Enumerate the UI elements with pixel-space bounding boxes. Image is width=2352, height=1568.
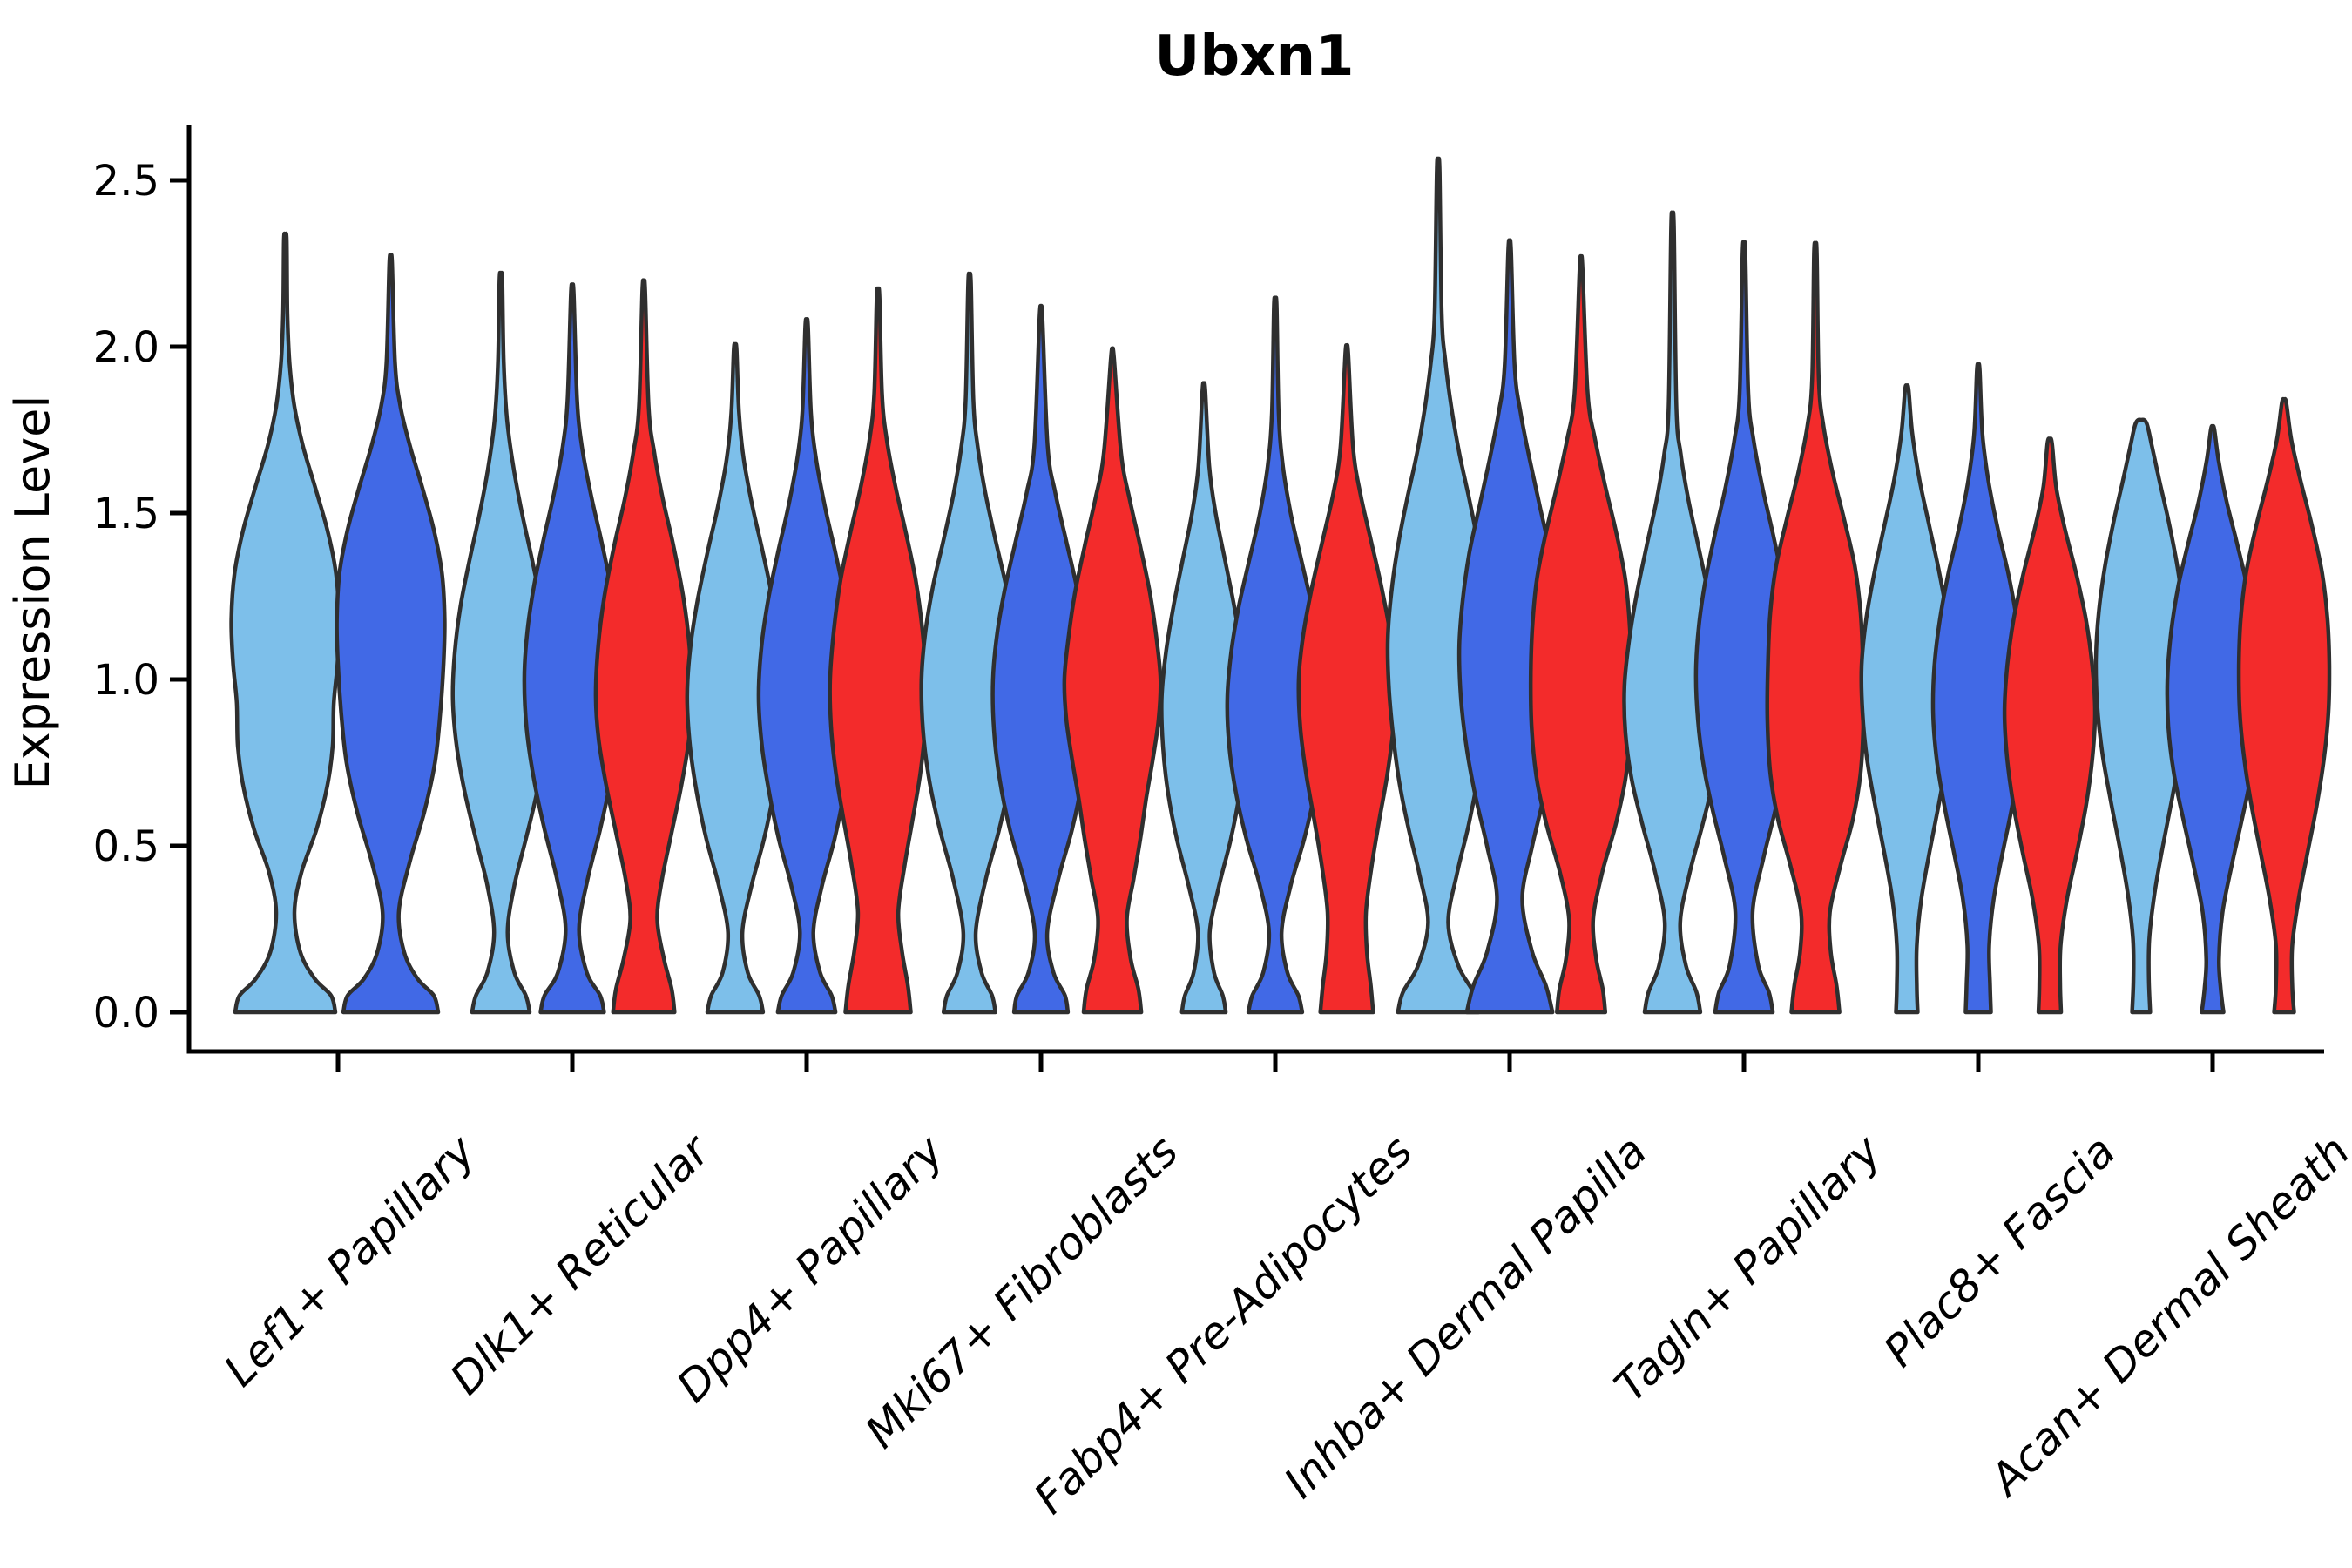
y-tick-label: 1.0 [93, 656, 159, 705]
violin-dpp4-papillary-red [828, 286, 929, 1015]
violin-lef1-papillary-skyblue [229, 231, 341, 1015]
violin-dlk1-reticular-royalblue [522, 282, 623, 1015]
violin-plac8-fascia-red [2002, 436, 2098, 1015]
y-axis-label: Expression Level [5, 395, 60, 790]
y-tick-label: 1.5 [93, 490, 159, 538]
violin-dlk1-reticular-skyblue [450, 270, 551, 1015]
violin-tagln-papillary-red [1765, 240, 1866, 1015]
violin-fabp4-pre-adipocytes-skyblue [1159, 381, 1248, 1015]
violin-mki67-fibroblasts-royalblue [990, 303, 1092, 1015]
axes [170, 125, 2324, 1072]
violin-dpp4-papillary-skyblue [685, 341, 786, 1015]
x-tick-label-fabp4-pre-adipocytes: Fabp4+ Pre-Adipocytes [1024, 1125, 1423, 1524]
violins [229, 156, 2332, 1015]
x-tick-label-plac8-fascia: Plac8+ Fascia [1875, 1125, 2126, 1376]
y-tick-label: 0.0 [93, 989, 159, 1037]
violin-dpp4-papillary-royalblue [756, 317, 857, 1015]
x-tick-label-lef1-papillary: Lef1+ Papillary [214, 1125, 485, 1396]
violin-fabp4-pre-adipocytes-royalblue [1225, 295, 1326, 1015]
violin-mki67-fibroblasts-red [1062, 346, 1163, 1015]
y-tick-label: 2.0 [93, 323, 159, 372]
y-tick-label: 2.5 [93, 157, 159, 206]
violin-acan-dermal-sheath-red [2236, 396, 2332, 1015]
violin-acan-dermal-sheath-skyblue [2093, 417, 2189, 1015]
y-tick-label: 0.5 [93, 822, 159, 871]
violin-lef1-papillary-royalblue [335, 253, 447, 1015]
violin-fabp4-pre-adipocytes-red [1296, 342, 1397, 1015]
violin-acan-dermal-sheath-royalblue [2165, 423, 2261, 1015]
chart-title: Ubxn1 [1154, 24, 1354, 89]
violin-inhba-dermal-papilla-red [1528, 253, 1634, 1015]
violin-dlk1-reticular-red [593, 278, 694, 1015]
violin-plac8-fascia-skyblue [1859, 383, 1955, 1015]
x-tick-label-dlk1-reticular: Dlk1+ Reticular [441, 1124, 721, 1404]
